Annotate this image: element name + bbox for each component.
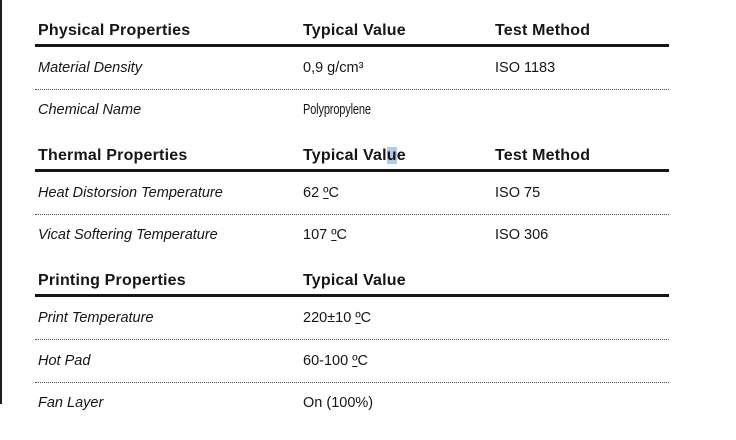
page-edge-line: [0, 0, 2, 404]
typical-value: 0,9 g/cm³: [303, 60, 364, 76]
column-header-test-method: Test Method: [495, 22, 591, 39]
typical-value: 60-100 ºC: [303, 353, 368, 369]
section-thermal-properties: Thermal Properties Typical Value Test Me…: [35, 130, 669, 255]
property-name: Hot Pad: [38, 353, 91, 369]
property-name: Vicat Softering Temperature: [38, 227, 218, 243]
table-header-row: Printing Properties Typical Value: [35, 255, 669, 297]
column-header-property: Physical Properties: [38, 22, 191, 39]
table-row-vicat-softering: Vicat Softering Temperature 107 ºC ISO 3…: [35, 215, 669, 255]
column-header-typical-value: Typical Value: [300, 146, 492, 166]
typical-value: Polypropylene: [300, 101, 492, 119]
column-header-typical-value: Typical Value: [303, 272, 406, 289]
table-row-heat-distorsion: Heat Distorsion Temperature 62 ºC ISO 75: [35, 172, 669, 215]
table-row-chemical-name: Chemical Name Polypropylene: [35, 90, 669, 130]
table-header-row: Thermal Properties Typical Value Test Me…: [35, 130, 669, 172]
property-name: Fan Layer: [38, 395, 104, 411]
test-method: ISO 75: [495, 185, 541, 201]
typical-value: 107 ºC: [303, 227, 348, 243]
test-method: ISO 1183: [495, 60, 556, 76]
table-row-hot-pad: Hot Pad 60-100 ºC: [35, 340, 669, 383]
property-name: Heat Distorsion Temperature: [38, 185, 223, 201]
column-header-typical-value: Typical Value: [303, 22, 406, 39]
test-method: ISO 306: [495, 227, 549, 243]
column-header-test-method: Test Method: [495, 147, 591, 164]
header-text-post: e: [396, 147, 406, 164]
table-row-print-temperature: Print Temperature 220±10 ºC: [35, 297, 669, 340]
table-row-material-density: Material Density 0,9 g/cm³ ISO 1183: [35, 47, 669, 90]
typical-value: On (100%): [303, 395, 374, 411]
chemical-name-value: Polypropylene: [303, 102, 371, 118]
column-header-property: Thermal Properties: [38, 147, 188, 164]
section-physical-properties: Physical Properties Typical Value Test M…: [35, 0, 669, 130]
text-selection-highlight: u: [386, 147, 397, 164]
property-name: Print Temperature: [38, 310, 154, 326]
property-name: Chemical Name: [38, 102, 142, 118]
typical-value: 220±10 ºC: [303, 310, 372, 326]
table-header-row: Physical Properties Typical Value Test M…: [35, 0, 669, 47]
table-row-fan-layer: Fan Layer On (100%): [35, 383, 669, 423]
header-text-pre: Typical Val: [303, 147, 387, 164]
typical-value: 62 ºC: [303, 185, 339, 201]
property-name: Material Density: [38, 60, 142, 76]
column-header-property: Printing Properties: [38, 272, 186, 289]
properties-tables: Physical Properties Typical Value Test M…: [35, 0, 669, 423]
section-printing-properties: Printing Properties Typical Value Print …: [35, 255, 669, 423]
